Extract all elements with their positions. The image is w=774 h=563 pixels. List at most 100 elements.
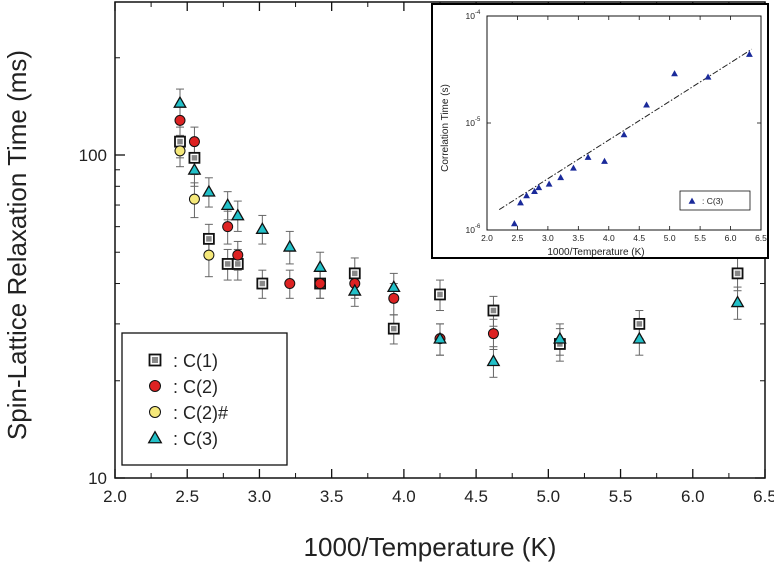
inset-legend: : C(3)	[679, 190, 751, 211]
data-point	[174, 145, 186, 157]
inset-x-tick-label: 2.0	[481, 233, 493, 243]
data-point	[347, 283, 362, 296]
data-point	[232, 249, 244, 261]
inset-x-tick-label: 4.5	[633, 233, 645, 243]
x-tick-label: 2.0	[103, 487, 127, 506]
data-point	[386, 280, 401, 293]
data-point	[633, 317, 646, 330]
inset-x-tick-label: 3.0	[542, 233, 554, 243]
inset-y-axis-title: Correlation Time (s)	[440, 84, 451, 172]
inset-legend-marker	[688, 197, 696, 204]
inset-data-point	[535, 184, 543, 191]
y-axis-title: Spin-Lattice Relaxation Time (ms)	[2, 50, 32, 440]
inset-data-point	[557, 174, 565, 181]
data-point	[202, 184, 216, 197]
data-point	[730, 295, 745, 308]
data-point	[174, 114, 186, 126]
inset-data-point	[671, 70, 678, 77]
inset-y-tick-label: 10	[466, 11, 476, 21]
legend-marker	[149, 380, 161, 392]
inset-frame	[431, 3, 769, 259]
x-tick-label: 5.5	[609, 487, 633, 506]
x-tick-label: 6.0	[681, 487, 705, 506]
inset-data-point	[601, 157, 608, 164]
data-point	[487, 328, 499, 340]
y-tick-label: 10	[88, 469, 107, 488]
inset-y-tick-label: 10	[466, 118, 476, 128]
data-point	[188, 151, 201, 164]
x-tick-label: 6.5	[753, 487, 774, 506]
data-point	[282, 239, 297, 252]
legend-label: : C(2)#	[173, 403, 228, 423]
data-point	[388, 292, 400, 304]
data-point	[187, 162, 202, 175]
inset-y-tick-exponent: -6	[475, 224, 481, 230]
inset-data-point	[517, 199, 524, 206]
data-point	[433, 331, 447, 344]
inset-legend-label: : C(3)	[702, 196, 723, 206]
x-axis-title: 1000/Temperature (K)	[304, 532, 557, 562]
data-point	[174, 135, 186, 148]
data-point	[284, 278, 296, 290]
x-tick-label: 4.5	[464, 487, 488, 506]
data-point	[731, 267, 744, 280]
inset-data-point	[511, 220, 518, 227]
inset-y-tick-label: 10	[466, 225, 476, 235]
data-point	[553, 331, 567, 344]
legend-label: : C(2)	[173, 377, 218, 397]
inset-data-point	[746, 50, 753, 57]
legend-label: : C(1)	[173, 351, 218, 371]
inset-chart: 2.0 2.5 3.0 3.5 4.0 4.5 5.0 5.5 6.0 6.510-610-510…	[431, 3, 769, 259]
inset-x-tick-label: 4.0	[603, 233, 615, 243]
data-point	[255, 221, 270, 234]
data-point	[188, 193, 200, 205]
data-point	[203, 249, 215, 261]
data-point	[313, 259, 327, 272]
inset-data-point	[643, 101, 650, 108]
inset-y-tick-exponent: -5	[475, 117, 481, 123]
x-tick-label: 4.0	[392, 487, 416, 506]
data-point	[314, 278, 326, 290]
data-point	[486, 354, 501, 367]
data-point	[348, 267, 361, 280]
inset-fit-line	[498, 48, 753, 211]
data-point	[387, 322, 400, 335]
inset-data-point	[704, 73, 712, 80]
data-point	[220, 197, 235, 210]
data-point	[222, 221, 234, 233]
legend: : C(1) : C(2) : C(2)# : C(3)	[121, 332, 288, 466]
legend-label: : C(3)	[173, 429, 218, 449]
inset-x-tick-label: 3.5	[572, 233, 584, 243]
data-point	[230, 208, 245, 221]
y-tick-label: 100	[79, 146, 107, 165]
data-point	[202, 232, 215, 245]
legend-marker	[149, 406, 161, 418]
inset-data-point	[523, 192, 530, 199]
x-tick-label: 3.0	[248, 487, 272, 506]
data-point	[188, 136, 200, 148]
inset-data-point	[584, 153, 592, 160]
inset-data-point	[570, 164, 577, 171]
inset-legend-frame	[679, 190, 751, 211]
inset-x-tick-label: 2.5	[512, 233, 524, 243]
legend-marker	[147, 430, 163, 444]
data-point	[221, 258, 234, 270]
x-tick-label: 3.5	[320, 487, 344, 506]
legend-marker	[148, 353, 162, 367]
inset-y-tick-exponent: -4	[475, 10, 481, 16]
inset-x-axis-title: 1000/Temperature (K)	[547, 247, 644, 258]
x-tick-label: 5.0	[537, 487, 561, 506]
x-tick-label: 2.5	[175, 487, 199, 506]
data-point	[173, 95, 187, 108]
data-point	[632, 331, 647, 344]
inset-data-point	[531, 187, 538, 195]
inset-x-tick-label: 6.5	[755, 233, 767, 243]
data-point	[434, 288, 446, 301]
inset-x-tick-label: 5.0	[664, 233, 676, 243]
inset-data-point	[620, 131, 628, 138]
inset-x-tick-label: 6.0	[725, 233, 737, 243]
data-point	[256, 277, 269, 290]
inset-x-tick-label: 5.5	[694, 233, 706, 243]
data-point	[487, 304, 500, 317]
